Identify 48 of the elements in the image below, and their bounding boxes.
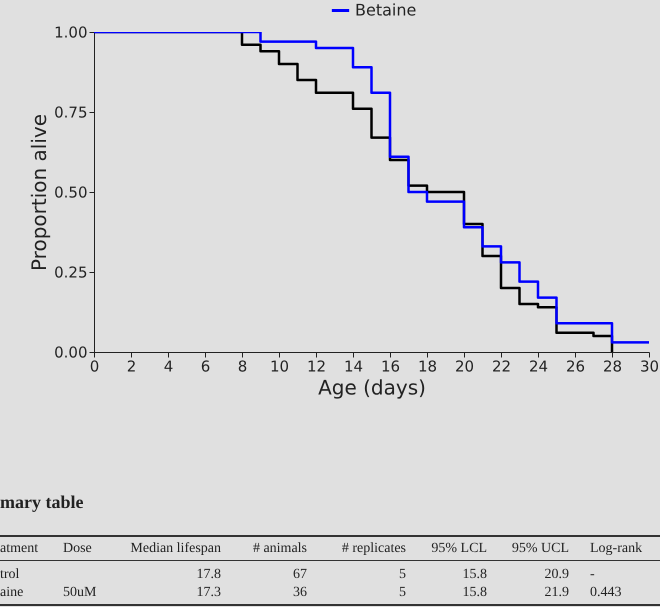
text: 36 [293, 585, 307, 601]
text: 95% LCL [431, 541, 487, 557]
x-axis-title: Age (days) [318, 376, 426, 400]
text: 95% UCL [512, 541, 569, 557]
text: 15.8 [462, 567, 487, 583]
text: trol [0, 567, 20, 583]
x-tick-label: 22 [492, 358, 512, 376]
text: mary table [0, 492, 84, 512]
x-tick-label: 8 [238, 358, 248, 376]
x-tick-label: 10 [270, 358, 290, 376]
y-tick-label: 1.00 [54, 24, 88, 42]
x-tick-label: 0 [90, 358, 100, 376]
text: aine [0, 585, 24, 601]
text: 20.9 [544, 567, 569, 583]
x-tick-label: 30 [640, 358, 660, 376]
y-tick-label: 0.50 [54, 184, 88, 202]
y-tick-label: 0.25 [54, 264, 88, 282]
text: 67 [293, 567, 307, 583]
text: 5 [399, 585, 406, 601]
text: 15.8 [462, 585, 487, 601]
y-tick-label: 0.00 [54, 344, 88, 362]
text: 50uM [63, 585, 96, 601]
x-tick-label: 12 [306, 358, 326, 376]
x-tick-label: 2 [126, 358, 136, 376]
x-tick-label: 24 [528, 358, 548, 376]
text: # animals [252, 541, 307, 557]
y-axis-title: Proportion alive [27, 114, 52, 272]
text: atment [0, 541, 38, 557]
x-tick-label: 16 [380, 358, 400, 376]
text: 17.8 [196, 567, 221, 583]
text: Median lifespan [130, 541, 221, 557]
text: Log-rank [590, 541, 642, 557]
x-tick-label: 28 [602, 358, 622, 376]
text: 0.443 [590, 585, 622, 601]
text: # replicates [342, 541, 406, 557]
legend-label: Betaine [355, 0, 416, 20]
text: - [590, 567, 595, 583]
text: Dose [63, 541, 92, 557]
y-tick-label: 0.75 [54, 104, 88, 122]
x-tick-label: 6 [200, 358, 210, 376]
x-tick-label: 14 [344, 358, 364, 376]
x-tick-label: 26 [566, 358, 586, 376]
x-tick-label: 4 [164, 358, 174, 376]
text: 17.3 [196, 585, 221, 601]
text: 5 [399, 567, 406, 583]
x-tick-label: 20 [454, 358, 474, 376]
x-tick-label: 18 [418, 358, 438, 376]
text: 21.9 [544, 585, 569, 601]
